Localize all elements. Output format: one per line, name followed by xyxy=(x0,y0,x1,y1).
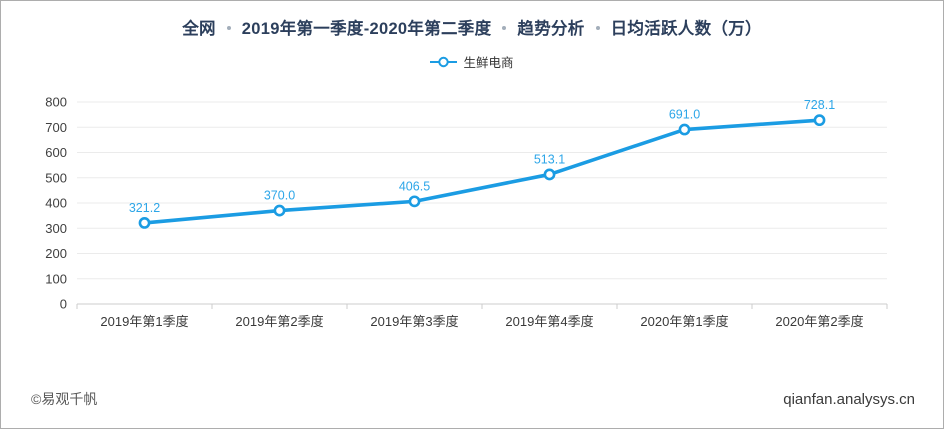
title-scope: 全网 xyxy=(182,20,216,38)
legend-label: 生鲜电商 xyxy=(463,56,514,70)
data-point-label: 728.1 xyxy=(804,98,835,112)
legend-item-fresh-ecommerce[interactable]: 生鲜电商 xyxy=(430,52,514,71)
series-line xyxy=(142,118,822,225)
data-point[interactable] xyxy=(813,114,826,127)
y-tick-label: 400 xyxy=(45,196,67,211)
x-tick-label: 2020年第2季度 xyxy=(775,314,863,329)
x-tick-label: 2019年第2季度 xyxy=(235,314,323,329)
chart-title: 全网 2019年第一季度-2020年第二季度 趋势分析 日均活跃人数（万） xyxy=(1,15,943,39)
x-tick-label: 2019年第4季度 xyxy=(505,314,593,329)
footer: ©易观千帆 qianfan.analysys.cn xyxy=(31,389,915,409)
legend-line-marker-icon xyxy=(430,56,458,67)
site-url: qianfan.analysys.cn xyxy=(783,391,915,408)
x-tick-label: 2019年第1季度 xyxy=(100,314,188,329)
y-tick-label: 500 xyxy=(45,170,67,185)
data-point[interactable] xyxy=(408,195,421,208)
x-tick-label: 2020年第1季度 xyxy=(640,314,728,329)
y-tick-label: 800 xyxy=(45,95,67,110)
title-metric: 日均活跃人数（万） xyxy=(610,20,762,38)
title-separator-dot xyxy=(502,25,507,30)
data-point[interactable] xyxy=(273,204,286,217)
x-tick-label: 2019年第3季度 xyxy=(370,314,458,329)
data-point-label: 513.1 xyxy=(534,152,565,166)
line-chart-plot: 0 100 200 300 400 500 600 700 800 2019年第1季度 2019年第… xyxy=(45,95,888,329)
data-point-label: 691.0 xyxy=(669,108,700,122)
title-separator-dot xyxy=(595,25,600,30)
data-point-label: 321.2 xyxy=(129,201,160,215)
y-tick-label: 700 xyxy=(45,120,67,135)
title-analysis-type: 趋势分析 xyxy=(517,20,585,38)
title-separator-dot xyxy=(226,25,231,30)
y-tick-label: 600 xyxy=(45,145,67,160)
y-tick-label: 100 xyxy=(45,271,67,286)
title-period: 2019年第一季度-2020年第二季度 xyxy=(241,20,492,38)
data-point[interactable] xyxy=(138,216,151,229)
copyright-text: ©易观千帆 xyxy=(31,391,98,407)
data-point-label: 406.5 xyxy=(399,179,430,193)
data-point[interactable] xyxy=(678,123,691,136)
data-point[interactable] xyxy=(543,168,556,181)
y-tick-label: 0 xyxy=(60,297,67,312)
legend: 生鲜电商 xyxy=(1,52,943,71)
y-tick-label: 200 xyxy=(45,246,67,261)
y-tick-label: 300 xyxy=(45,221,67,236)
data-point-label: 370.0 xyxy=(264,189,295,203)
